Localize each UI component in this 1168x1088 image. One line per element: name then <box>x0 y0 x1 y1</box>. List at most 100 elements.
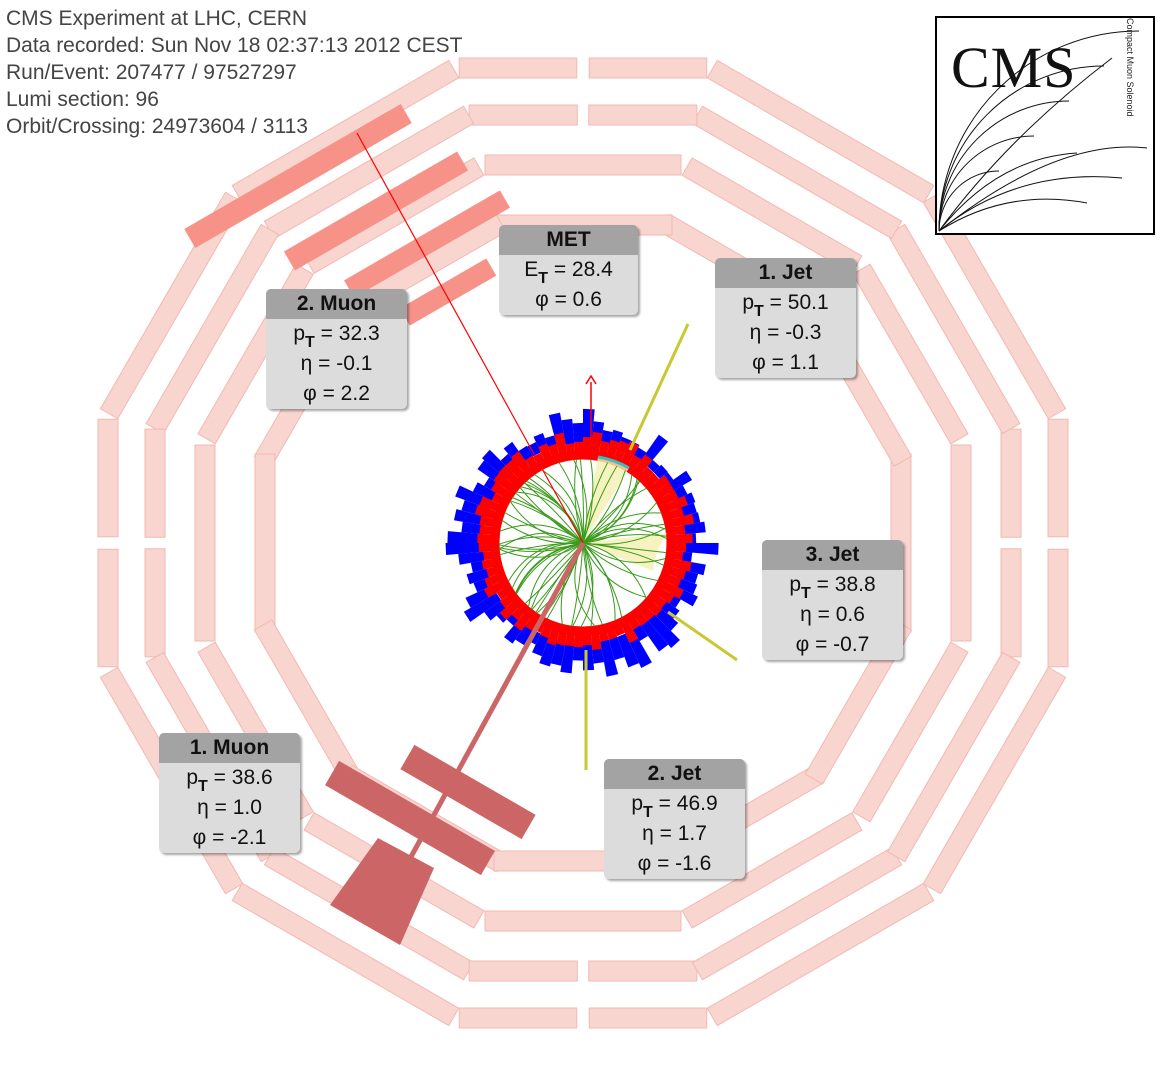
hcal-tower <box>484 600 507 621</box>
hcal-tower <box>647 459 660 473</box>
track <box>582 478 638 544</box>
muon-chamber <box>922 191 1067 420</box>
hcal-tower <box>659 600 680 619</box>
hcal-tower <box>447 531 484 543</box>
ecal-tower <box>671 558 692 572</box>
header-line: Lumi section: 96 <box>6 88 159 111</box>
ecal-tower <box>591 633 602 650</box>
jet3-eta: η = 0.6 <box>800 603 865 626</box>
track <box>571 542 584 627</box>
ecal-tower <box>479 515 495 528</box>
hit-chamber <box>283 151 469 271</box>
ecal-towers <box>474 431 695 650</box>
jet3-pt-sub: T <box>801 585 811 602</box>
logo-text: CMS <box>951 35 1077 100</box>
jet2-pt-value: = 46.9 <box>652 792 718 815</box>
muon-chamber <box>681 157 863 274</box>
ecal-tower <box>546 629 560 646</box>
muon-chamber <box>99 191 244 420</box>
hcal-tower <box>608 636 625 661</box>
muon2-pt: pT = 32.3 <box>266 319 407 351</box>
muon1-pt: pT = 38.6 <box>159 763 300 795</box>
header-line: Run/Event: 207477 / 97527297 <box>6 61 297 84</box>
hcal-tower <box>518 445 533 462</box>
hcal-tower <box>653 607 679 631</box>
hit-chamber <box>344 190 510 298</box>
muon-chamber <box>144 548 166 658</box>
ecal-tower <box>658 589 675 604</box>
track <box>582 487 647 544</box>
muon-chamber <box>691 105 903 240</box>
muon-chamber <box>1047 548 1069 668</box>
muon-chamber <box>194 444 216 642</box>
ecal-tower <box>565 443 575 453</box>
muon2-hit-chambers <box>184 103 510 326</box>
track <box>530 542 584 610</box>
hit-chamber <box>184 103 412 249</box>
logo-subtitle: Compact Muon Solenoid <box>1125 18 1135 117</box>
ecal-tower <box>583 634 592 646</box>
track <box>515 492 584 544</box>
ecal-tower <box>540 626 552 639</box>
muon1-eta: η = 1.0 <box>197 796 262 819</box>
hcal-tower <box>647 613 680 649</box>
jet3-phi: φ = -0.7 <box>795 633 870 656</box>
ecal-tower <box>553 432 568 455</box>
ecal-tower <box>662 490 679 505</box>
muon-chamber <box>97 418 119 538</box>
jet2-phi: φ = -1.6 <box>637 852 712 875</box>
track <box>582 542 647 599</box>
jet2-box: 2. Jet pT = 46.9 η = 1.7 φ = -1.6 <box>604 759 745 879</box>
logo-tracks-icon <box>938 30 1148 232</box>
muon-chamber <box>1000 548 1022 658</box>
muon-chamber <box>588 57 708 79</box>
ecal-tower <box>662 581 684 599</box>
track <box>582 542 616 621</box>
ecal-tower <box>674 533 693 543</box>
met-et-label: E <box>524 258 539 281</box>
muon2-pt-label: p <box>293 322 306 345</box>
met-arrow-head <box>585 374 597 385</box>
ecal-tower <box>498 465 518 484</box>
track <box>582 542 666 563</box>
ecal-tower <box>474 504 497 520</box>
ecal-tower <box>493 472 513 491</box>
muon2-pt-value: = 32.3 <box>314 322 380 345</box>
tracker-ring <box>490 450 676 636</box>
ecal-tower <box>483 581 504 598</box>
ecal-tower <box>648 472 660 484</box>
track <box>507 542 584 582</box>
track <box>582 474 633 544</box>
muon-chamber <box>145 223 280 435</box>
jet1-phi: φ = 1.1 <box>752 351 819 374</box>
muon1-pt-sub: T <box>198 778 208 795</box>
ecal-tower <box>674 543 687 552</box>
ecal-tower <box>621 441 640 464</box>
muon-chamber <box>706 882 935 1027</box>
ecal-tower <box>583 437 593 452</box>
jet3-pt-value: = 38.8 <box>810 573 876 596</box>
muon-chamber <box>950 444 972 642</box>
hcal-tower <box>472 482 497 501</box>
track <box>534 474 584 544</box>
ecal-tower <box>648 602 663 617</box>
hcal-tower <box>633 624 649 642</box>
hcal-tower <box>681 551 693 563</box>
ecal-tower <box>653 474 670 491</box>
ecal-tower <box>477 533 492 543</box>
muon-chamber <box>468 960 578 982</box>
jet2-eta: η = 1.7 <box>642 822 707 845</box>
muon1-pt-value: = 38.6 <box>207 766 273 789</box>
jet2-pt-sub: T <box>643 804 653 821</box>
track <box>525 480 584 544</box>
muon-chamber <box>588 960 698 982</box>
header-line: Orbit/Crossing: 24973604 / 3113 <box>6 115 308 138</box>
muon-chamber <box>484 154 682 176</box>
ecal-tower <box>547 443 560 457</box>
muon-chamber <box>706 59 935 204</box>
muon1-title: 1. Muon <box>159 733 300 763</box>
track <box>524 482 584 544</box>
muon-chamber <box>1000 428 1022 538</box>
muon-chamber <box>231 882 460 1027</box>
hcal-tower <box>572 422 583 444</box>
